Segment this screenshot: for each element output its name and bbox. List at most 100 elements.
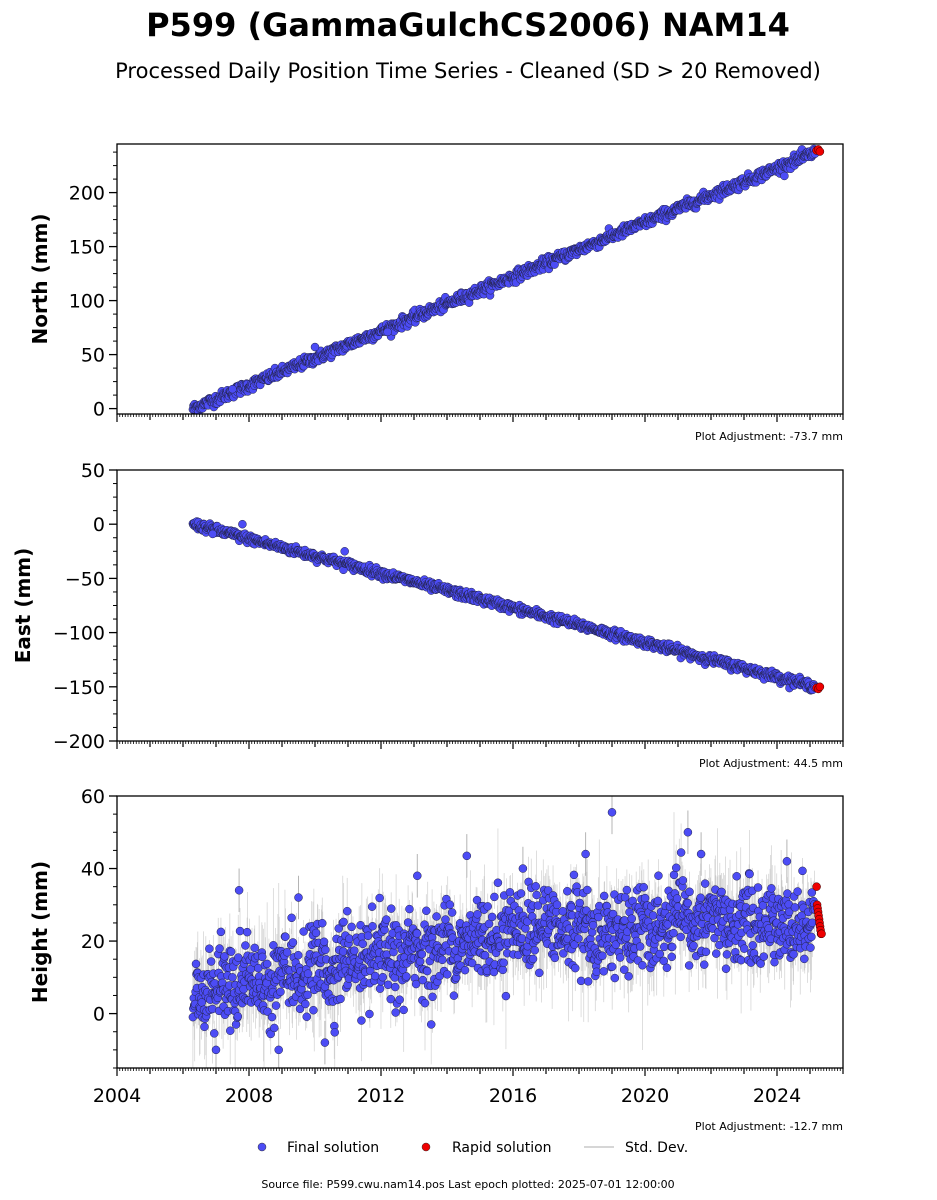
final-point bbox=[517, 934, 527, 943]
final-point bbox=[299, 927, 308, 936]
final-point bbox=[415, 957, 425, 966]
final-point bbox=[442, 970, 452, 979]
final-point bbox=[418, 975, 428, 985]
final-point bbox=[342, 906, 352, 916]
final-point bbox=[269, 941, 278, 950]
final-point bbox=[521, 924, 530, 933]
final-point bbox=[383, 980, 393, 990]
final-point bbox=[288, 938, 298, 947]
final-point bbox=[340, 547, 349, 556]
final-point bbox=[365, 1009, 374, 1019]
rapid-point bbox=[815, 147, 825, 156]
final-point bbox=[234, 953, 243, 962]
final-point bbox=[386, 904, 396, 913]
final-point bbox=[420, 998, 430, 1008]
final-point bbox=[501, 991, 511, 1001]
final-point bbox=[390, 982, 400, 992]
final-point bbox=[295, 1004, 305, 1014]
final-point bbox=[411, 979, 421, 989]
final-point bbox=[228, 973, 237, 982]
y-tick-label: 50 bbox=[81, 345, 105, 367]
east-rapid-points bbox=[812, 682, 825, 694]
final-point bbox=[441, 915, 450, 924]
final-point bbox=[363, 931, 373, 941]
final-point bbox=[267, 1012, 277, 1022]
final-point bbox=[270, 1023, 279, 1033]
final-point bbox=[321, 945, 330, 955]
y-tick-label: 0 bbox=[93, 399, 105, 421]
final-point bbox=[309, 1005, 318, 1015]
final-point bbox=[208, 529, 217, 539]
final-point bbox=[405, 904, 414, 914]
height-plot-area bbox=[188, 796, 826, 1068]
final-point bbox=[233, 1012, 243, 1021]
final-point bbox=[216, 927, 226, 937]
final-point bbox=[467, 958, 477, 968]
east-panel: −200 −150 −100 −50 0 50 East (mm) Plot Adjustme… bbox=[11, 460, 844, 770]
final-point bbox=[242, 927, 252, 937]
final-point bbox=[480, 951, 490, 960]
y-tick-label: 150 bbox=[69, 237, 105, 259]
final-point bbox=[226, 1026, 235, 1035]
final-point bbox=[428, 992, 437, 1002]
north-y-axis-label: North (mm) bbox=[28, 213, 52, 344]
y-tick-label: −50 bbox=[65, 568, 105, 590]
final-point bbox=[426, 1020, 436, 1029]
final-point bbox=[262, 959, 272, 969]
final-point bbox=[375, 893, 384, 903]
final-point bbox=[338, 947, 348, 956]
final-point bbox=[250, 943, 259, 953]
final-point bbox=[200, 1022, 209, 1032]
final-point bbox=[311, 928, 321, 938]
final-point bbox=[310, 342, 320, 352]
final-point bbox=[271, 1001, 281, 1010]
north-final-points bbox=[188, 144, 820, 414]
final-point bbox=[238, 519, 247, 529]
final-point bbox=[493, 878, 503, 887]
final-point bbox=[438, 955, 447, 965]
y-tick-label: 0 bbox=[93, 514, 105, 536]
final-point bbox=[447, 908, 457, 917]
y-tick-label: 100 bbox=[69, 291, 105, 313]
y-tick-label: 50 bbox=[81, 460, 105, 482]
final-point bbox=[417, 949, 427, 959]
final-point bbox=[336, 994, 345, 1004]
final-point bbox=[358, 939, 367, 949]
final-point bbox=[209, 1029, 219, 1038]
chart-subtitle: Processed Daily Position Time Series - C… bbox=[115, 59, 821, 83]
final-point bbox=[473, 910, 482, 919]
final-point bbox=[449, 991, 459, 1000]
rapid-point bbox=[815, 682, 825, 692]
final-point bbox=[445, 900, 455, 909]
final-point bbox=[191, 959, 201, 969]
final-point bbox=[422, 966, 432, 976]
final-point bbox=[383, 327, 392, 337]
east-plot-area bbox=[188, 517, 825, 695]
final-point bbox=[483, 902, 492, 911]
north-plot-adjustment: Plot Adjustment: -73.7 mm bbox=[695, 430, 843, 443]
final-point bbox=[258, 952, 267, 962]
final-point bbox=[226, 947, 236, 956]
final-point bbox=[375, 984, 385, 993]
final-point bbox=[780, 171, 789, 181]
final-point bbox=[368, 922, 377, 931]
final-point bbox=[382, 915, 391, 924]
final-point bbox=[367, 902, 377, 911]
final-point bbox=[241, 941, 250, 950]
final-point bbox=[282, 948, 292, 957]
final-point bbox=[432, 912, 441, 921]
final-point bbox=[228, 384, 237, 394]
final-point bbox=[350, 946, 359, 955]
final-point bbox=[220, 952, 229, 961]
final-point bbox=[302, 1012, 311, 1022]
final-point bbox=[330, 1028, 339, 1037]
final-point bbox=[403, 918, 413, 927]
final-point bbox=[303, 969, 313, 978]
chart-title: P599 (GammaGulchCS2006) NAM14 bbox=[146, 6, 790, 44]
final-point bbox=[490, 892, 499, 902]
north-plot-area bbox=[188, 144, 825, 414]
final-point bbox=[281, 932, 290, 941]
final-point bbox=[206, 957, 216, 966]
